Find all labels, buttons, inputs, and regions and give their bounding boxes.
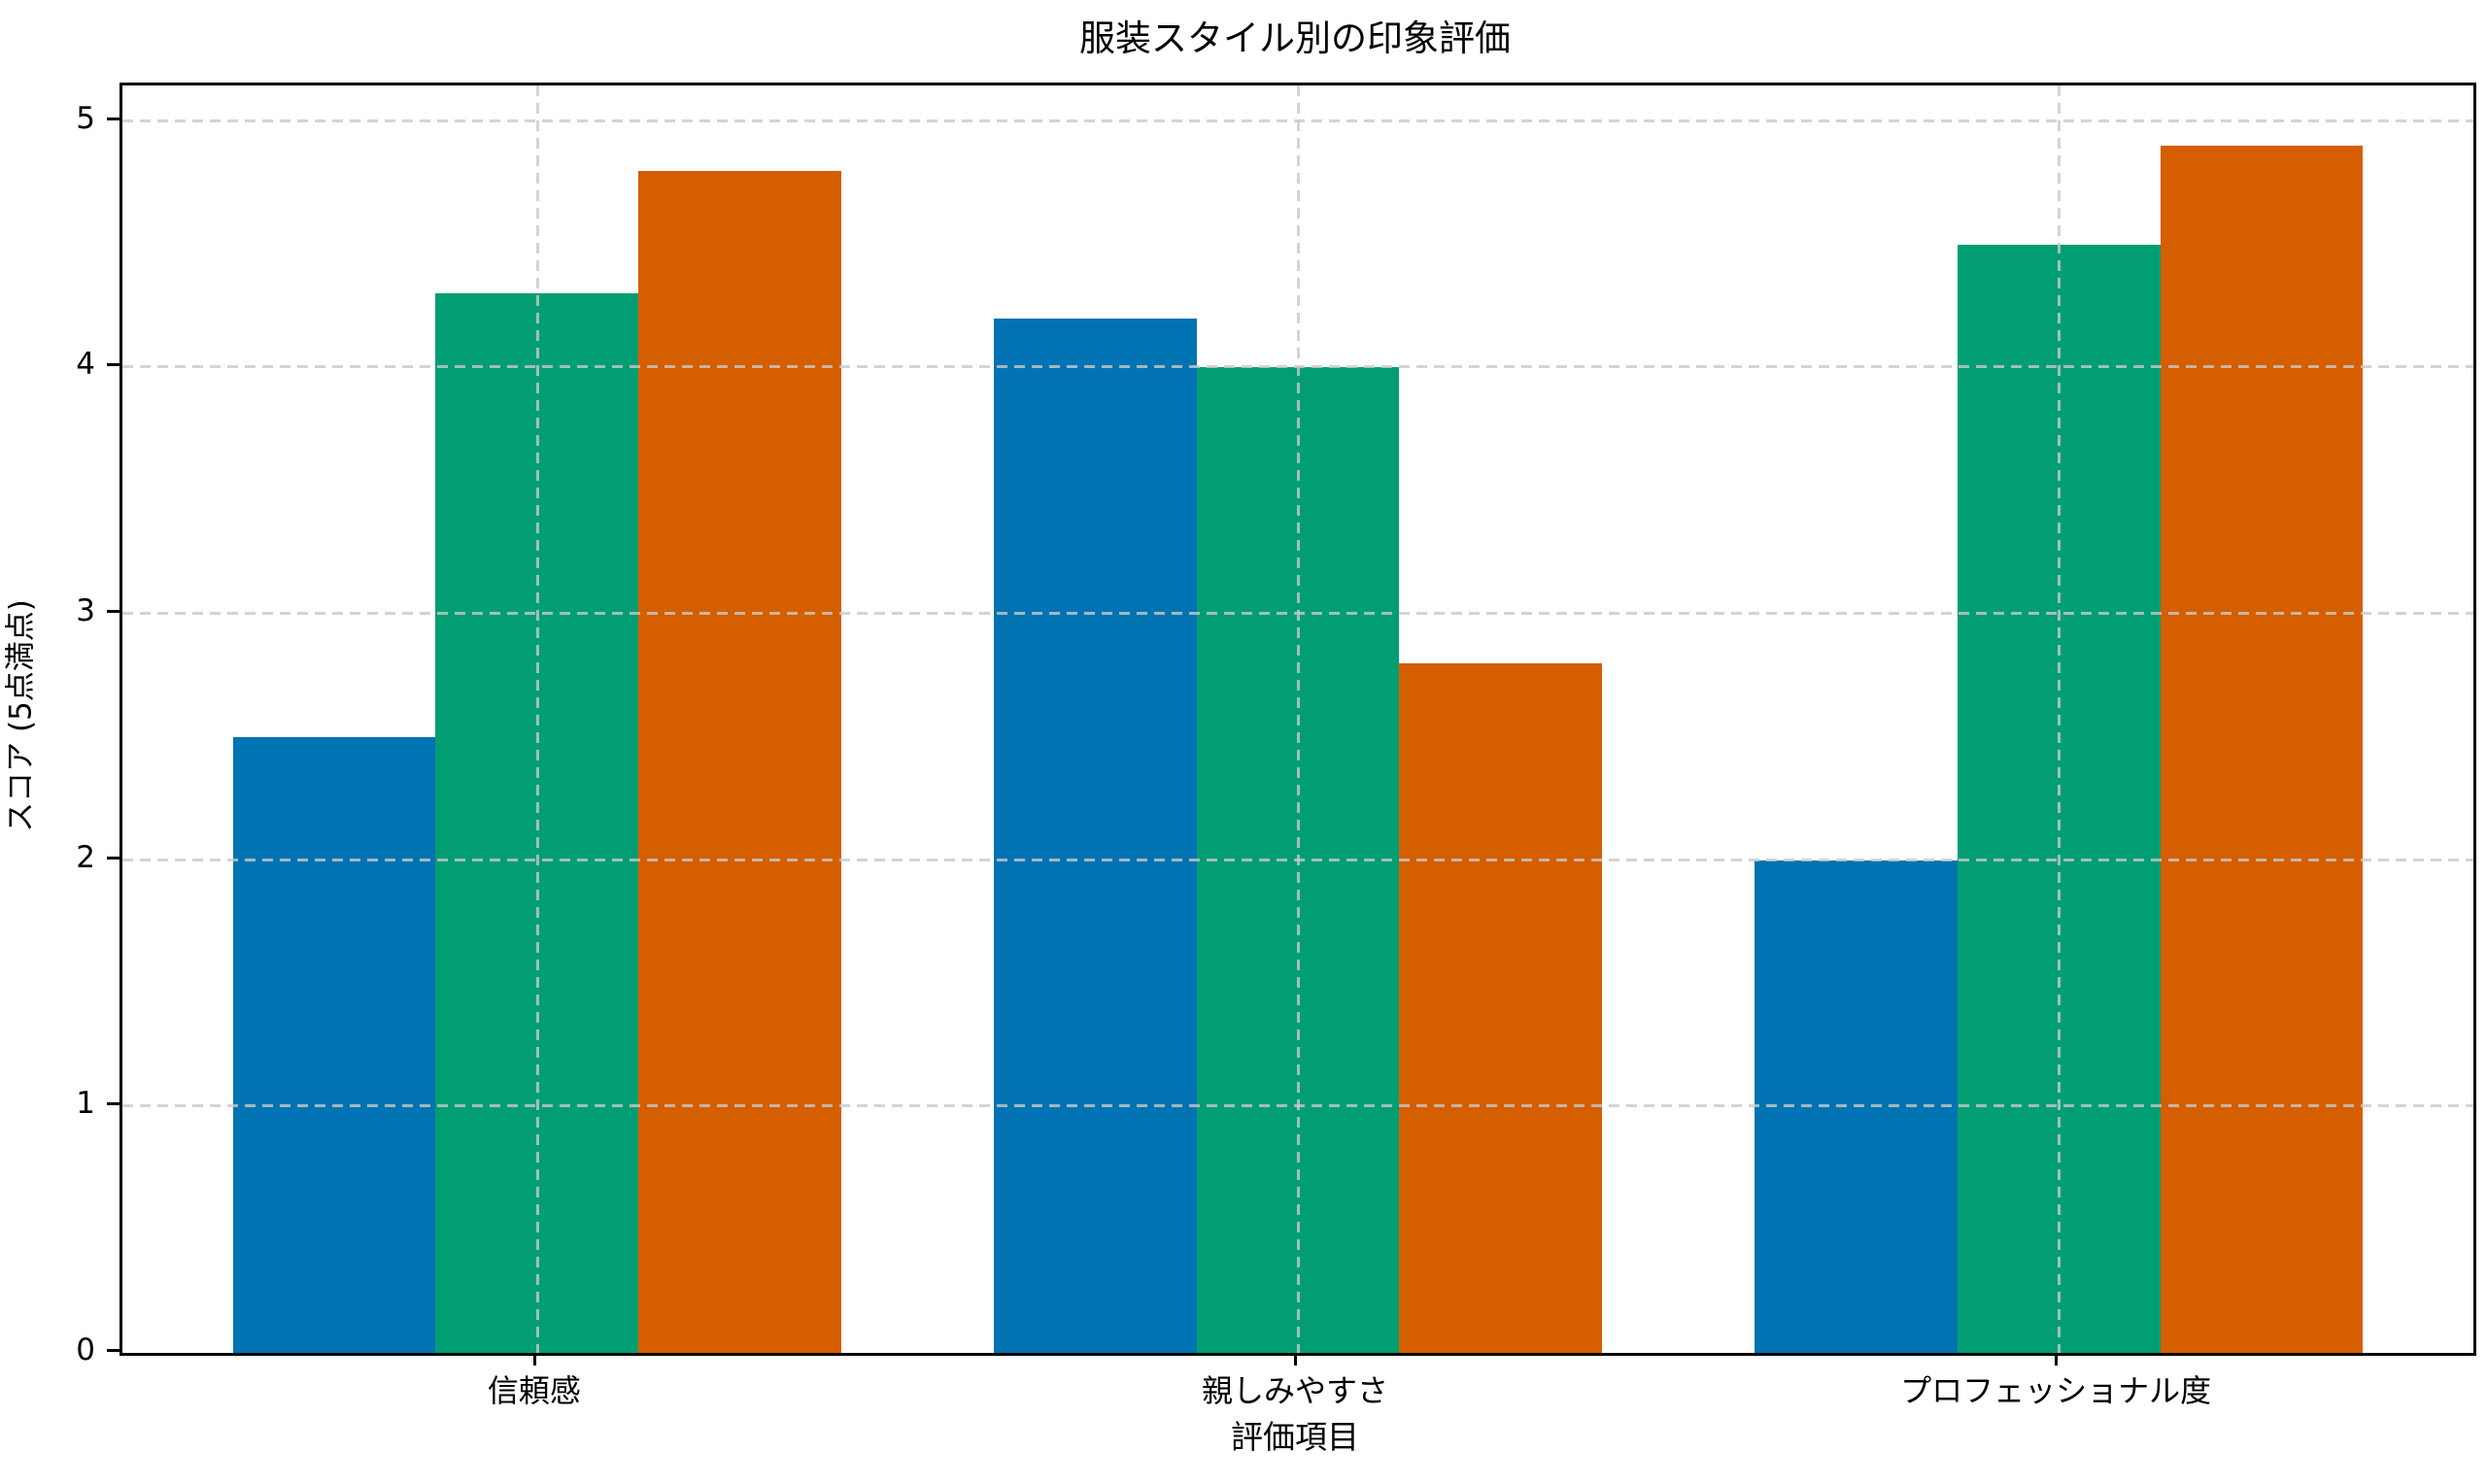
plot-area bbox=[119, 83, 2476, 1356]
y-tick-2 bbox=[107, 856, 119, 860]
y-tick-label-1: 1 bbox=[76, 1086, 95, 1122]
y-tick-5 bbox=[107, 117, 119, 120]
x-tick-1 bbox=[1294, 1353, 1297, 1366]
y-tick-0 bbox=[107, 1349, 119, 1352]
gridline-v-1 bbox=[1297, 85, 1300, 1353]
y-tick-1 bbox=[107, 1102, 119, 1106]
bar-series-orange-cat1 bbox=[1399, 662, 1603, 1353]
gridline-v-2 bbox=[2058, 85, 2061, 1353]
y-tick-label-0: 0 bbox=[76, 1332, 95, 1367]
y-tick-label-2: 2 bbox=[76, 839, 95, 875]
y-tick-label-3: 3 bbox=[76, 593, 95, 629]
gridline-v-0 bbox=[535, 85, 539, 1353]
x-tick-label-1: 親しみやすさ bbox=[1201, 1372, 1388, 1409]
bar-series-blue-cat1 bbox=[993, 318, 1197, 1353]
bar-series-orange-cat2 bbox=[2160, 146, 2364, 1353]
grid-layer bbox=[122, 85, 2473, 1353]
x-tick-0 bbox=[532, 1353, 536, 1366]
y-axis-label: スコア (5点満点) bbox=[3, 599, 39, 832]
y-tick-4 bbox=[107, 363, 119, 367]
y-tick-label-4: 4 bbox=[76, 347, 95, 383]
chart-title: 服装スタイル別の印象評価 bbox=[1079, 17, 1511, 59]
y-tick-3 bbox=[107, 610, 119, 614]
x-tick-2 bbox=[2055, 1353, 2059, 1366]
x-axis-label: 評価項目 bbox=[1231, 1418, 1359, 1456]
x-tick-label-0: 信頼感 bbox=[487, 1372, 581, 1409]
x-tick-label-2: プロフェッショナル度 bbox=[1900, 1372, 2212, 1409]
bar-series-blue-cat0 bbox=[232, 736, 436, 1353]
y-tick-label-5: 5 bbox=[76, 100, 95, 136]
bar-series-orange-cat0 bbox=[638, 170, 842, 1353]
